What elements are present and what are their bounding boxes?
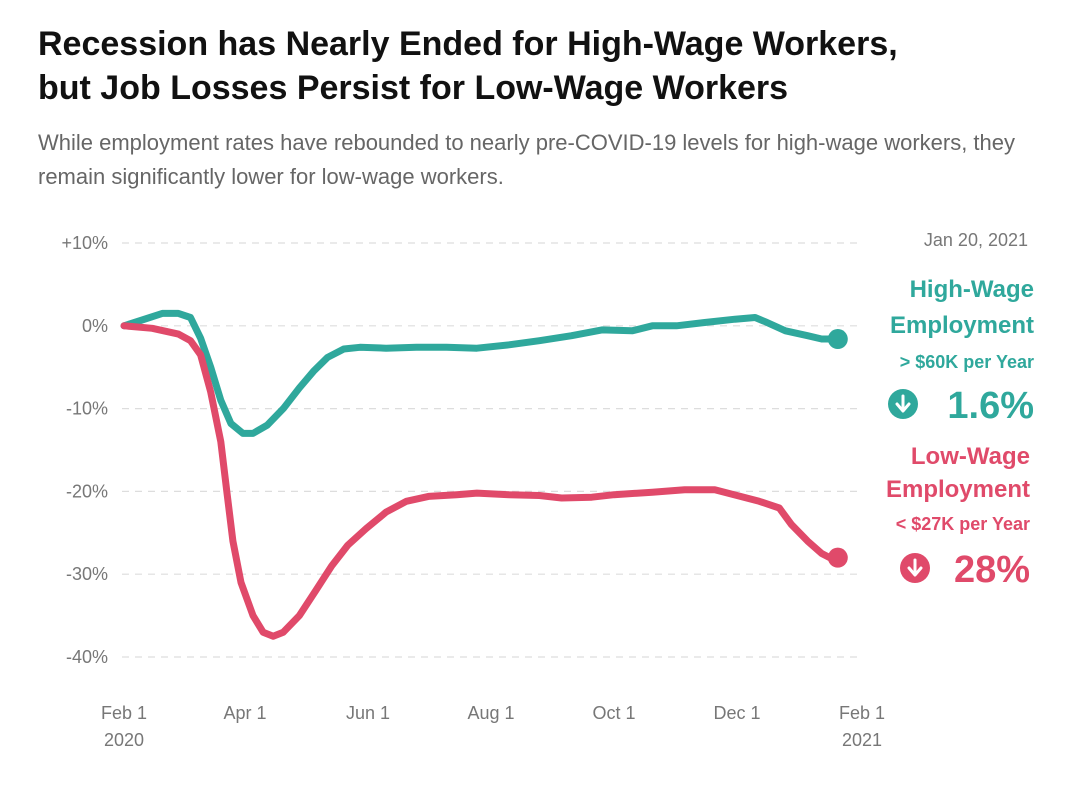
x-tick-year-label: 2020 bbox=[104, 730, 144, 750]
x-tick-label: Feb 1 bbox=[839, 703, 885, 723]
x-tick-label: Jun 1 bbox=[346, 703, 390, 723]
x-tick-label: Feb 1 bbox=[101, 703, 147, 723]
high-wage-end-value: 1.6% bbox=[947, 385, 1034, 427]
low-wage-label-line-2: Employment bbox=[886, 476, 1030, 503]
y-tick-label: -40% bbox=[66, 647, 108, 667]
low-wage-end-value: 28% bbox=[954, 549, 1030, 591]
arrow-down-glyph bbox=[895, 394, 911, 413]
x-tick-label: Aug 1 bbox=[467, 703, 514, 723]
arrow-down-glyph bbox=[907, 558, 923, 577]
high-wage-threshold: > $60K per Year bbox=[900, 352, 1034, 372]
y-tick-label: -30% bbox=[66, 564, 108, 584]
high-wage-end-point bbox=[827, 329, 848, 350]
high-wage-label-line-2: Employment bbox=[890, 312, 1034, 339]
x-tick-label: Oct 1 bbox=[592, 703, 635, 723]
low-wage-threshold: < $27K per Year bbox=[896, 514, 1030, 534]
y-tick-label: -10% bbox=[66, 399, 108, 419]
high-wage-label-line-1: High-Wage bbox=[910, 276, 1034, 303]
high-wage-line bbox=[120, 309, 842, 437]
y-tick-label: 0% bbox=[82, 316, 108, 336]
y-tick-label: +10% bbox=[61, 233, 108, 253]
date-label: Jan 20, 2021 bbox=[924, 230, 1028, 250]
x-tick-year-label: 2021 bbox=[842, 730, 882, 750]
chart-title-line-2: but Job Losses Persist for Low-Wage Work… bbox=[38, 69, 789, 107]
chart-title: Recession has Nearly Ended for High-Wage… bbox=[38, 22, 1048, 110]
low-wage-line bbox=[120, 322, 842, 640]
low-wage-label-line-1: Low-Wage bbox=[911, 443, 1030, 470]
chart-subtitle: While employment rates have rebounded to… bbox=[38, 130, 1016, 189]
low-wage-end-point bbox=[827, 547, 848, 568]
chart-title-line-1: Recession has Nearly Ended for High-Wage… bbox=[38, 25, 898, 63]
y-tick-label: -20% bbox=[66, 481, 108, 501]
x-tick-label: Apr 1 bbox=[223, 703, 266, 723]
x-tick-label: Dec 1 bbox=[713, 703, 760, 723]
